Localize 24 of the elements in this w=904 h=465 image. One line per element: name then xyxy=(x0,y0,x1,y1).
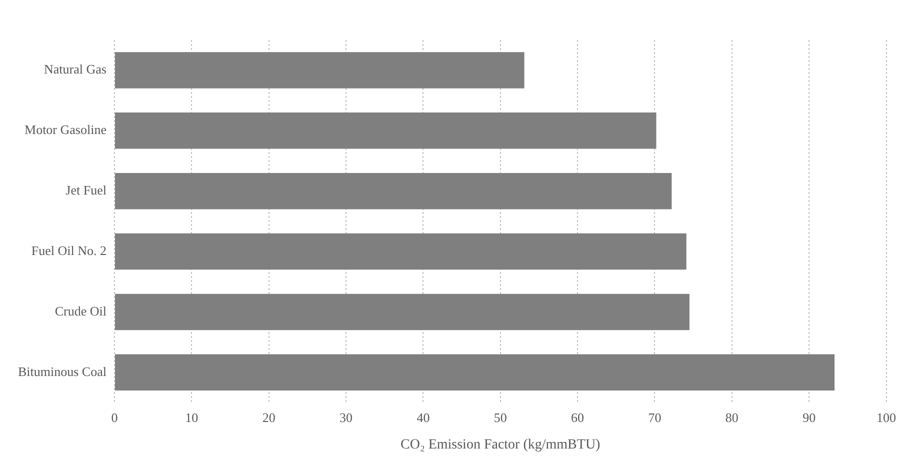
x-tick-label: 30 xyxy=(340,410,353,425)
y-tick-label: Motor Gasoline xyxy=(24,122,107,138)
y-tick-label: Crude Oil xyxy=(54,303,107,318)
y-tick-label: Bituminous Coal xyxy=(18,364,107,379)
x-tick-label: 0 xyxy=(111,410,118,425)
x-tick-label: 10 xyxy=(185,410,198,425)
x-tick-label: 60 xyxy=(571,410,584,425)
y-tick-label: Fuel Oil No. 2 xyxy=(31,242,106,258)
x-tick-label: 100 xyxy=(876,410,896,425)
bar xyxy=(114,294,690,330)
x-axis-title: CO₂ Emission Factor (kg/mmBTU) xyxy=(400,437,601,452)
x-tick-label: 90 xyxy=(802,410,816,425)
bar xyxy=(114,354,835,391)
x-tick-label: 80 xyxy=(725,410,738,425)
y-tick-label: Natural Gas xyxy=(44,62,106,77)
bar xyxy=(114,233,686,270)
x-tick-label: 70 xyxy=(648,410,662,425)
bar xyxy=(114,52,524,88)
x-tick-label: 50 xyxy=(494,410,507,425)
x-tick-label: 40 xyxy=(416,410,430,425)
bar xyxy=(114,112,656,149)
x-tick-label: 20 xyxy=(262,410,276,425)
y-tick-label: Jet Fuel xyxy=(66,182,107,198)
bar xyxy=(114,172,672,210)
